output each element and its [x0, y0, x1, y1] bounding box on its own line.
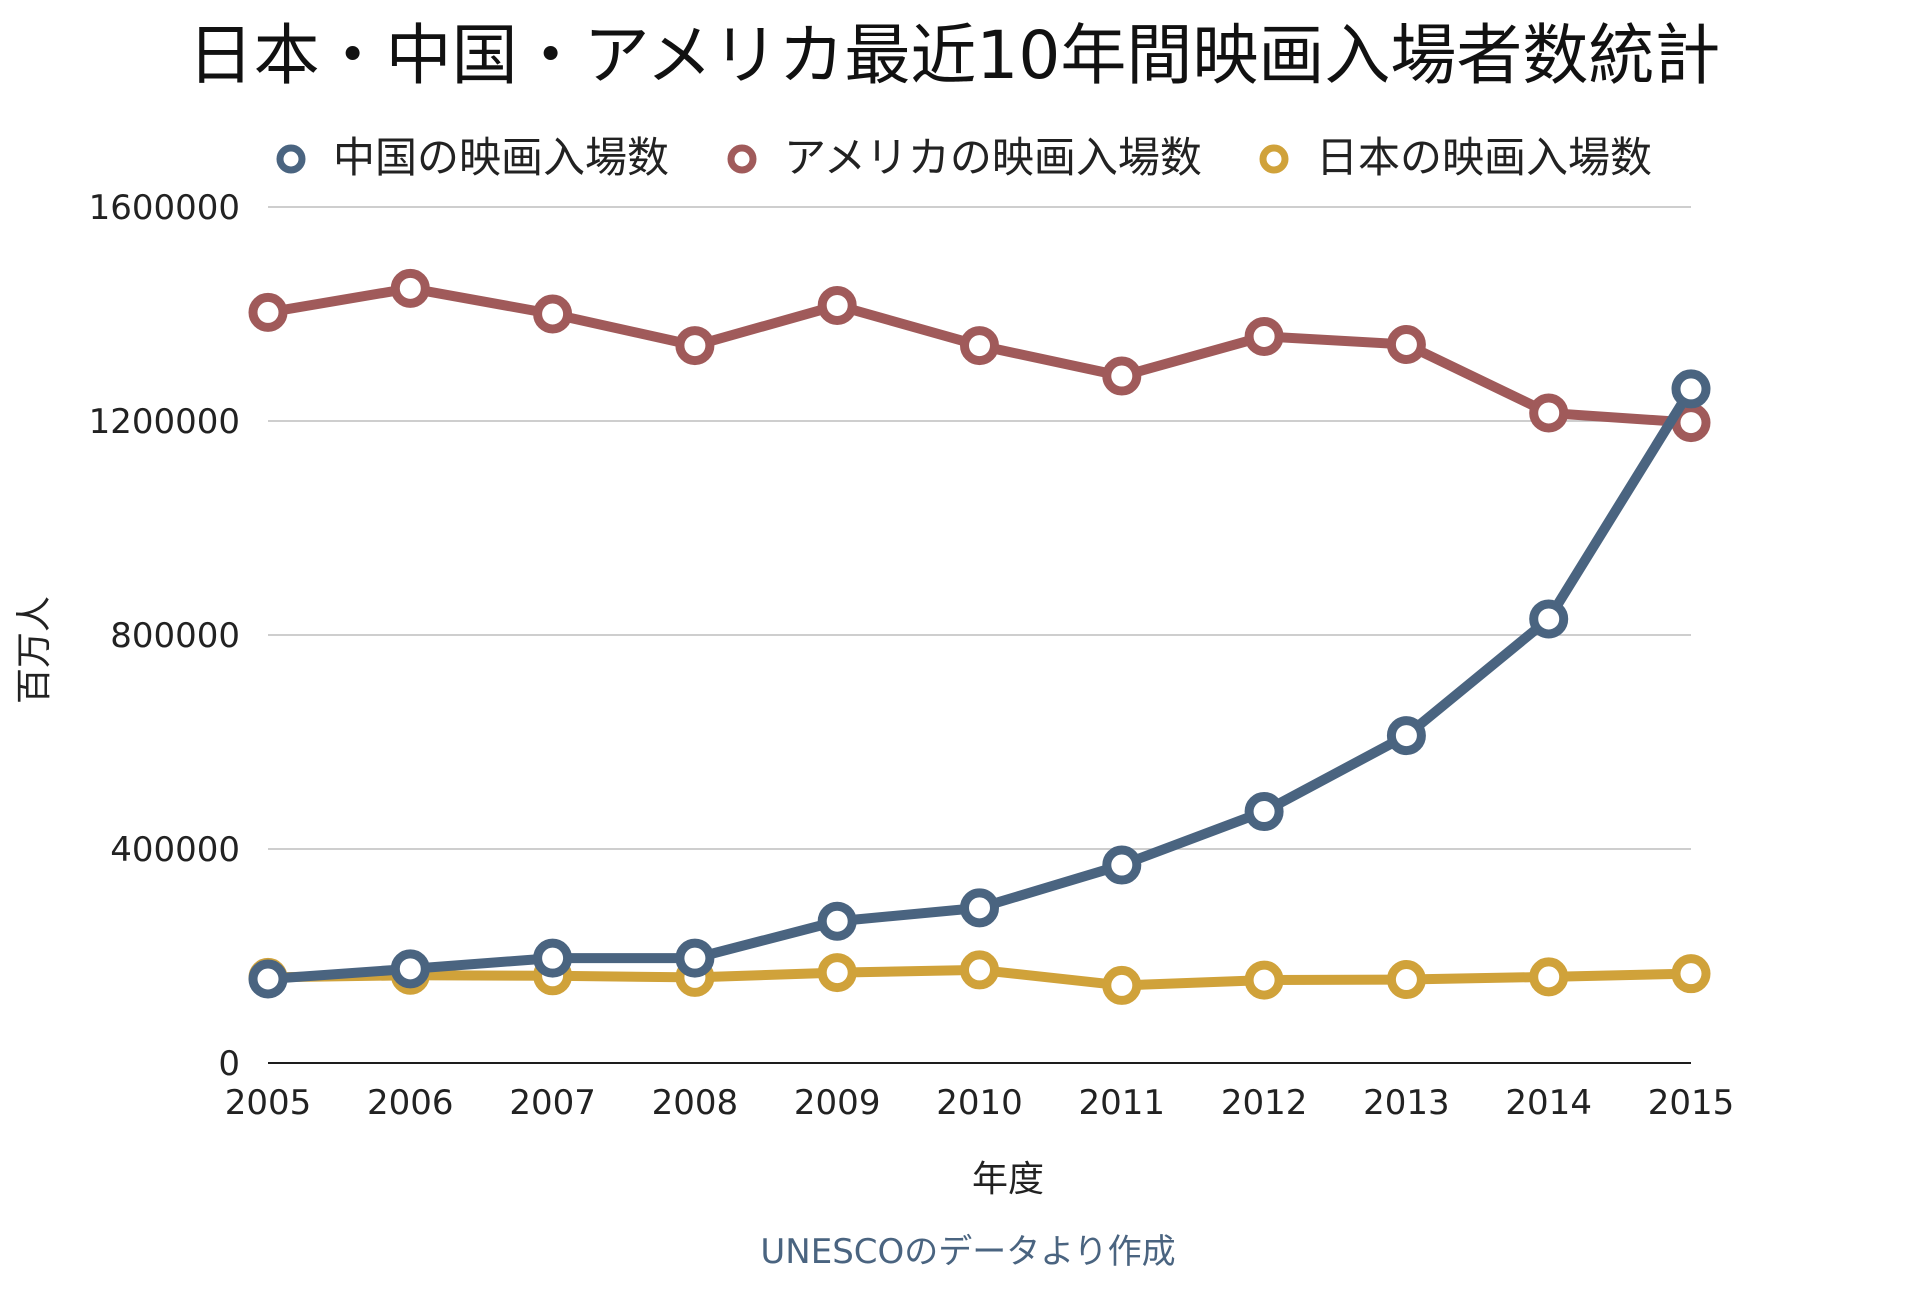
data-point — [1102, 356, 1142, 396]
legend-marker — [1259, 144, 1289, 174]
x-axis: 2005 2006 2007 2008 2009 2010 2011 2012 2013 2014… — [225, 1083, 1735, 1123]
data-point — [675, 326, 715, 366]
x-tick-label: 2006 — [367, 1083, 454, 1123]
chart-title: 日本・中国・アメリカ最近10年間映画入場者数統計 — [188, 17, 1721, 94]
data-point — [1244, 316, 1284, 356]
legend-label: 中国の映画入場数 — [333, 133, 669, 182]
data-point — [1102, 845, 1142, 885]
data-point — [1386, 960, 1426, 1000]
data-point — [1671, 369, 1711, 409]
legend-item: 中国の映画入場数 — [276, 133, 669, 182]
x-tick-label: 2007 — [509, 1083, 596, 1123]
data-point — [1386, 716, 1426, 756]
x-tick-label: 2011 — [1079, 1083, 1166, 1123]
series-1 — [248, 268, 1711, 443]
series-0 — [248, 369, 1711, 999]
data-point — [533, 294, 573, 334]
legend-marker — [276, 144, 306, 174]
legend-label: アメリカの映画入場数 — [784, 133, 1202, 182]
y-tick-label: 1200000 — [89, 402, 240, 442]
data-point — [817, 953, 857, 993]
data-point — [817, 285, 857, 325]
series-layer — [248, 268, 1711, 1005]
data-point — [248, 292, 288, 332]
y-tick-label: 1600000 — [89, 188, 240, 228]
data-point — [960, 326, 999, 366]
x-tick-label: 2005 — [225, 1083, 312, 1123]
legend-item: アメリカの映画入場数 — [727, 133, 1202, 182]
data-point — [1671, 954, 1711, 994]
x-tick-label: 2009 — [794, 1083, 881, 1123]
data-point — [960, 950, 999, 990]
x-tick-label: 2010 — [936, 1083, 1023, 1123]
legend: 中国の映画入場数 アメリカの映画入場数 日本の映画入場数 — [276, 133, 1652, 182]
x-tick-label: 2008 — [652, 1083, 739, 1123]
legend-marker — [727, 144, 757, 174]
source-note: UNESCOのデータより作成 — [760, 1232, 1175, 1272]
legend-label: 日本の映画入場数 — [1316, 133, 1652, 182]
data-point — [248, 959, 288, 999]
y-tick-label: 0 — [218, 1044, 240, 1084]
x-axis-label: 年度 — [972, 1159, 1044, 1200]
legend-item: 日本の映画入場数 — [1259, 133, 1652, 182]
data-point — [533, 938, 573, 978]
data-point — [1529, 957, 1569, 997]
x-tick-label: 2012 — [1221, 1083, 1308, 1123]
data-point — [1529, 393, 1569, 433]
gridlines — [268, 206, 1691, 1064]
data-point — [1529, 599, 1569, 639]
data-point — [960, 888, 999, 928]
data-point — [1386, 324, 1426, 364]
y-axis-label: 百万人 — [14, 596, 55, 704]
data-point — [817, 901, 857, 941]
y-tick-label: 800000 — [110, 616, 240, 656]
x-tick-label: 2014 — [1505, 1083, 1592, 1123]
x-tick-label: 2013 — [1363, 1083, 1450, 1123]
data-point — [390, 268, 430, 308]
data-point — [1244, 960, 1284, 1000]
y-axis: 0 400000 800000 1200000 1600000 — [89, 188, 240, 1084]
data-point — [675, 938, 715, 978]
data-point — [1102, 965, 1142, 1005]
y-tick-label: 400000 — [110, 830, 240, 870]
x-tick-label: 2015 — [1648, 1083, 1735, 1123]
data-point — [1244, 792, 1284, 832]
data-point — [390, 949, 430, 989]
